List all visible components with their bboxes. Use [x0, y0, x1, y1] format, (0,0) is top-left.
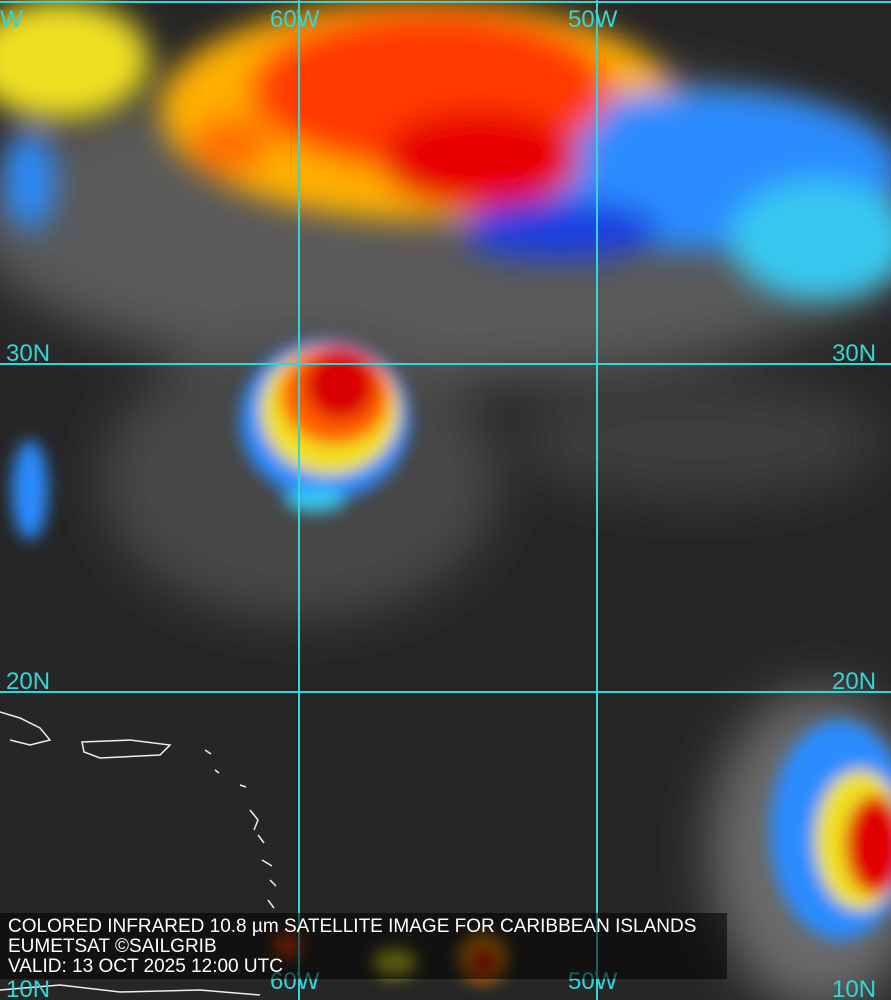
caption-box: COLORED INFRARED 10.8 µm SATELLITE IMAGE…	[0, 913, 727, 979]
caption-credit: EUMETSAT ©SAILGRIB	[8, 936, 217, 957]
caption-valid-time: VALID: 13 OCT 2025 12:00 UTC	[8, 956, 283, 977]
lon-label-w: W	[0, 6, 23, 33]
lat-label-30n-right: 30N	[832, 340, 877, 367]
lat-label-20n-left: 20N	[6, 668, 51, 695]
lon-label-50w: 50W	[568, 6, 618, 33]
lat-label-30n-left: 30N	[6, 340, 51, 367]
lon-label-60w: 60W	[270, 6, 320, 33]
lat-label-10n-left: 10N	[6, 976, 51, 1000]
lat-label-20n-right: 20N	[832, 668, 877, 695]
coastlines	[0, 711, 277, 996]
lat-label-10n-right: 10N	[832, 976, 877, 1000]
caption-title: COLORED INFRARED 10.8 µm SATELLITE IMAGE…	[8, 916, 697, 937]
